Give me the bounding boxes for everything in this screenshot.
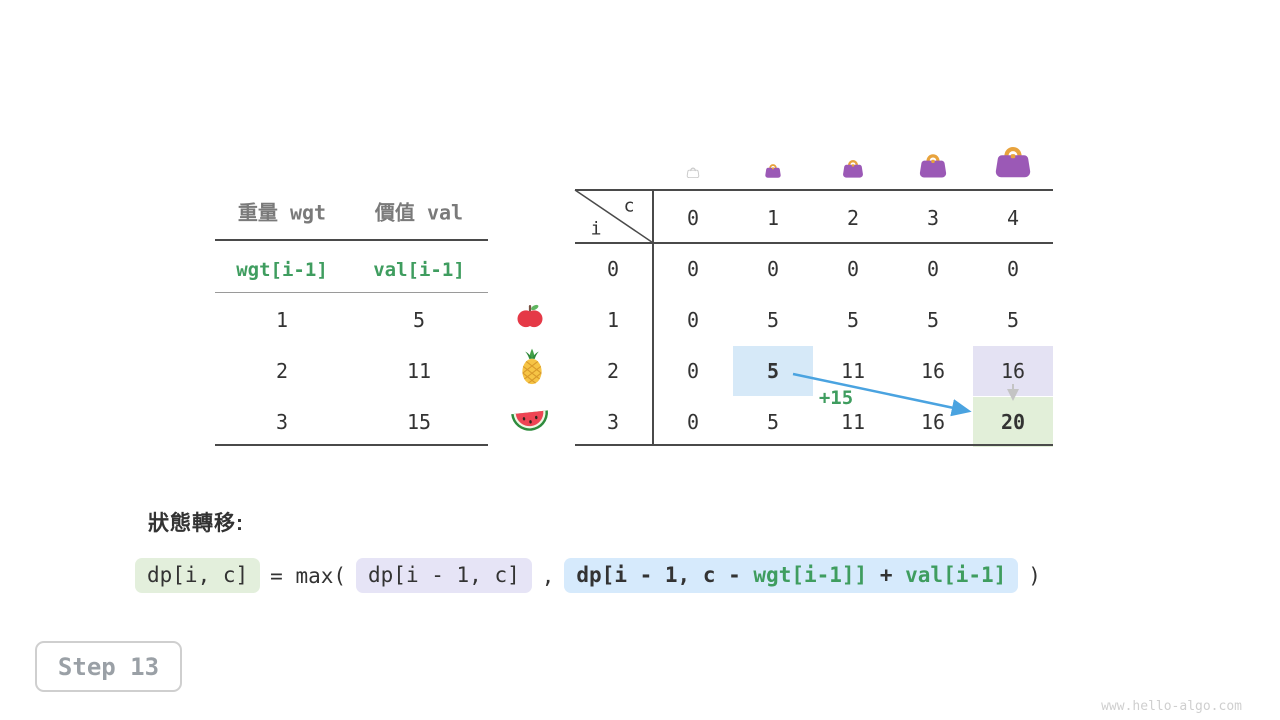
dp-cell: 11 bbox=[840, 410, 866, 434]
formula-lhs-box: dp[i, c] bbox=[135, 558, 261, 593]
transition-annotation: +15 bbox=[818, 387, 854, 409]
formula-separator: , bbox=[541, 563, 555, 588]
dp-cell: 0 bbox=[766, 257, 780, 281]
watermark: www.hello-algo.com bbox=[1101, 699, 1242, 714]
formula-option1-box: dp[i - 1, c] bbox=[356, 558, 532, 593]
transition-label: 狀態轉移: bbox=[148, 512, 244, 535]
dp-row-header: 1 bbox=[606, 308, 620, 332]
apple-icon bbox=[515, 301, 545, 335]
dp-cell-above: 16 bbox=[1000, 359, 1026, 383]
dp-row-header: 2 bbox=[606, 359, 620, 383]
formula-operator: = max( bbox=[270, 563, 347, 588]
formula-option2-val: val[i-1] bbox=[905, 563, 1007, 587]
formula-option2-plus: + bbox=[867, 563, 906, 587]
dp-cell-result: 20 bbox=[1000, 410, 1026, 434]
item-weight: 3 bbox=[275, 410, 289, 434]
items-table-divider bbox=[215, 292, 488, 293]
dp-cell: 16 bbox=[920, 410, 946, 434]
items-wgt-formula: wgt[i-1] bbox=[236, 259, 328, 281]
dp-cell: 16 bbox=[920, 359, 946, 383]
dp-col-header: 0 bbox=[686, 206, 700, 230]
ghost-bag-icon bbox=[686, 163, 700, 182]
item-value: 15 bbox=[406, 410, 432, 434]
dp-cell: 5 bbox=[1006, 308, 1020, 332]
item-weight: 1 bbox=[275, 308, 289, 332]
items-value-header: 價值 val bbox=[374, 200, 464, 225]
bag-icon-size-1 bbox=[764, 161, 783, 182]
dp-table-bottom-border bbox=[575, 444, 1053, 446]
dp-col-header: 2 bbox=[846, 206, 860, 230]
bag-icon-size-2 bbox=[841, 156, 865, 182]
transition-formula: dp[i, c] = max( dp[i - 1, c] , dp[i - 1,… bbox=[135, 558, 1041, 593]
dp-cell: 5 bbox=[766, 308, 780, 332]
dp-col-header: 1 bbox=[766, 206, 780, 230]
items-val-formula: val[i-1] bbox=[373, 259, 465, 281]
items-weight-header: 重量 wgt bbox=[237, 200, 327, 225]
highlight-cell-result bbox=[973, 397, 1053, 447]
formula-option2-wgt: wgt[i-1]] bbox=[753, 563, 868, 587]
formula-option2-box: dp[i - 1, c - wgt[i-1]] + val[i-1] bbox=[564, 558, 1019, 593]
dp-table-header-divider bbox=[575, 242, 1053, 244]
dp-corner-col-label: c bbox=[623, 195, 635, 217]
bag-icon-size-3 bbox=[917, 149, 949, 182]
dp-row-header: 3 bbox=[606, 410, 620, 434]
item-weight: 2 bbox=[275, 359, 289, 383]
items-table-divider bbox=[215, 444, 488, 446]
step-badge: Step 13 bbox=[35, 641, 182, 692]
dp-cell: 5 bbox=[926, 308, 940, 332]
pineapple-icon bbox=[516, 348, 548, 390]
dp-cell: 5 bbox=[846, 308, 860, 332]
item-value: 5 bbox=[412, 308, 426, 332]
dp-table-vertical-divider bbox=[652, 190, 654, 445]
dp-cell: 0 bbox=[686, 410, 700, 434]
dp-row-header: 0 bbox=[606, 257, 620, 281]
dp-corner-row-label: i bbox=[590, 218, 602, 240]
dp-cell: 5 bbox=[766, 410, 780, 434]
dp-col-header: 4 bbox=[1006, 206, 1020, 230]
dp-cell: 11 bbox=[840, 359, 866, 383]
dp-cell: 0 bbox=[686, 359, 700, 383]
watermelon-icon bbox=[510, 407, 550, 437]
dp-cell: 0 bbox=[686, 308, 700, 332]
item-value: 11 bbox=[406, 359, 432, 383]
dp-cell: 0 bbox=[926, 257, 940, 281]
dp-corner-diagonal bbox=[574, 189, 653, 244]
dp-cell: 0 bbox=[846, 257, 860, 281]
dp-cell: 0 bbox=[1006, 257, 1020, 281]
dp-cell: 0 bbox=[686, 257, 700, 281]
dp-table-top-border bbox=[575, 189, 1053, 191]
bag-icon-size-4 bbox=[992, 140, 1034, 182]
items-table-divider bbox=[215, 239, 488, 241]
formula-close-paren: ) bbox=[1028, 563, 1041, 588]
formula-option2-part: dp[i - 1, c - bbox=[576, 563, 754, 587]
dp-col-header: 3 bbox=[926, 206, 940, 230]
dp-cell-source: 5 bbox=[766, 359, 780, 383]
